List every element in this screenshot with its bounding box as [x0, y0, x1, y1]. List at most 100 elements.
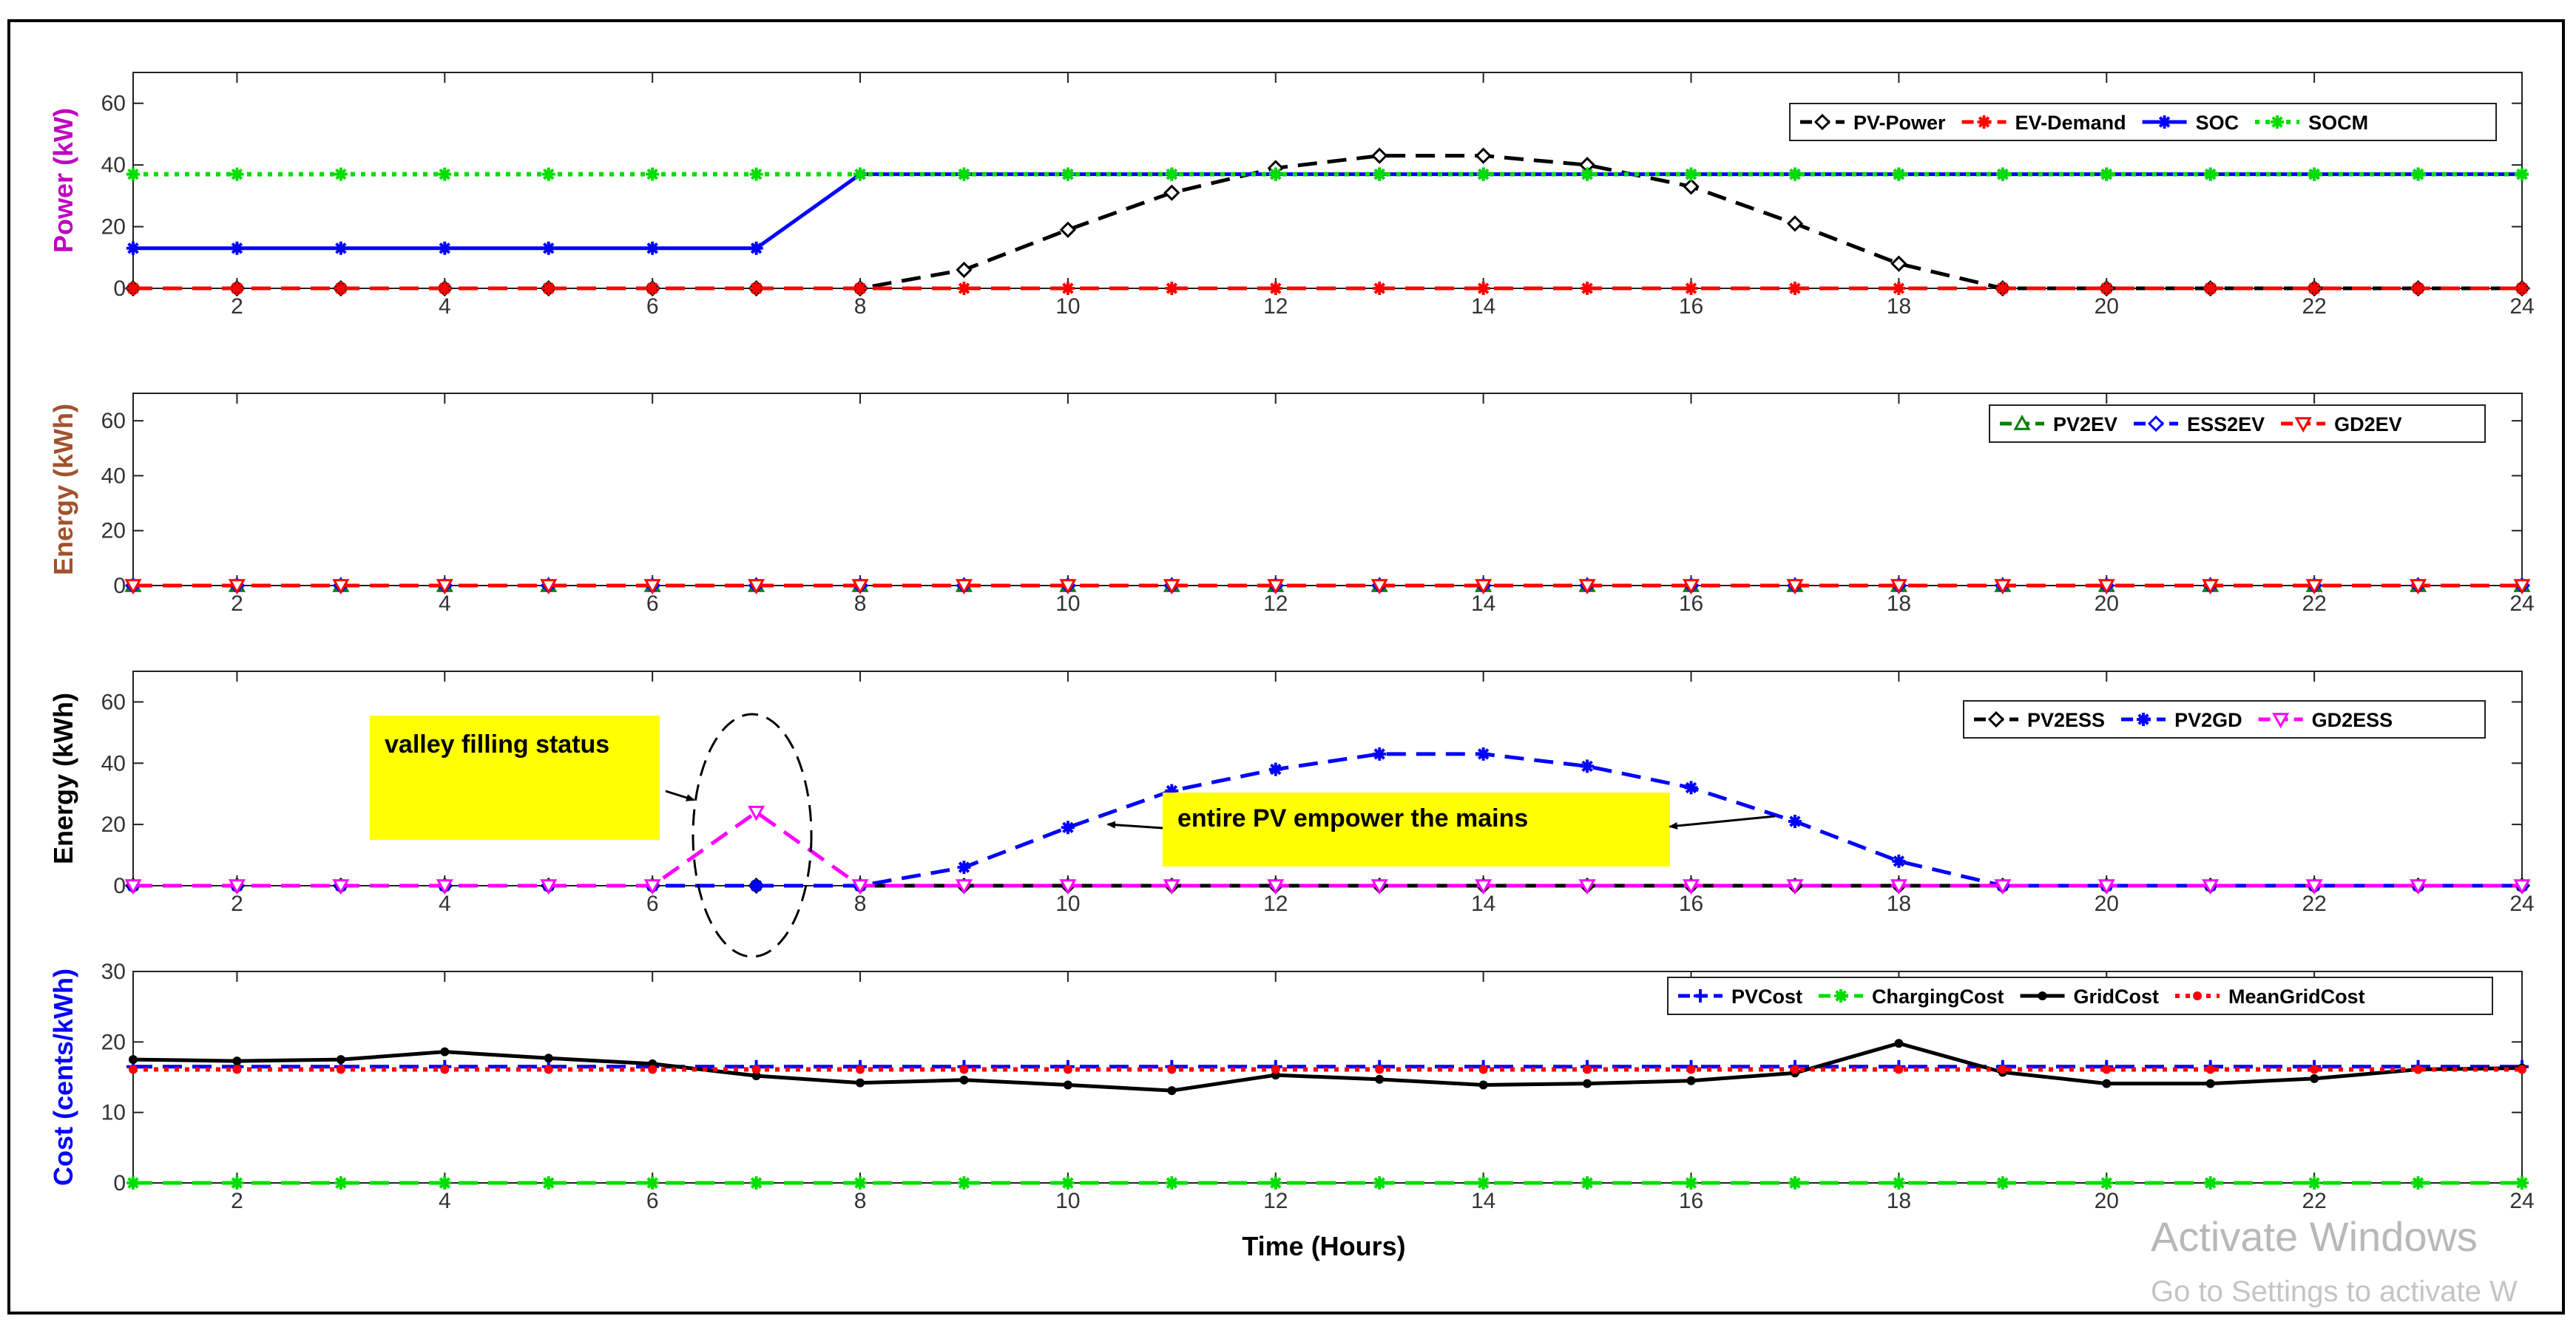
y-tick-label: 20: [101, 1030, 126, 1054]
data-point: [1476, 167, 1490, 181]
data-point: [1684, 1176, 1698, 1190]
y-axis-title: Cost (cents/kWh): [48, 969, 78, 1186]
data-point: [1478, 1065, 1488, 1074]
data-point: [957, 282, 971, 295]
legend-label: PV-Power: [1853, 112, 1946, 134]
y-tick-label: 0: [113, 1171, 126, 1195]
data-point: [438, 1176, 452, 1190]
x-tick-label: 20: [2095, 892, 2119, 916]
valley-annotation-text: valley filling status: [385, 730, 609, 759]
data-point: [1788, 282, 1802, 295]
data-point: [1373, 1176, 1387, 1190]
data-point: [1165, 784, 1179, 798]
data-point: [2308, 282, 2322, 295]
y-tick-label: 20: [101, 215, 126, 240]
data-point: [749, 1176, 763, 1190]
x-tick-label: 12: [1263, 591, 1288, 616]
legend-item: GD2EV: [2281, 413, 2402, 435]
data-point: [1063, 1065, 1072, 1074]
data-point: [1788, 167, 1802, 181]
data-point: [334, 282, 348, 295]
x-tick-label: 2: [231, 591, 243, 616]
data-point: [544, 1054, 553, 1063]
x-tick-label: 18: [1887, 1189, 1911, 1213]
x-tick-label: 20: [2095, 294, 2119, 319]
data-point: [232, 1065, 242, 1074]
legend-marker: [2193, 991, 2203, 1000]
legend-box: [1667, 977, 2493, 1015]
data-point: [2413, 1065, 2423, 1074]
data-point: [1892, 167, 1906, 181]
x-tick-label: 4: [439, 294, 451, 319]
data-point: [1581, 759, 1595, 773]
legend-marker: [2294, 417, 2312, 433]
data-point: [1578, 879, 1596, 895]
data-point: [2305, 879, 2323, 895]
legend-marker: [1977, 115, 1991, 129]
data-point: [749, 167, 763, 181]
x-tick-label: 4: [439, 1189, 451, 1213]
legend-marker: [2272, 713, 2290, 729]
data-point: [2305, 579, 2323, 595]
data-point: [2102, 1079, 2112, 1088]
legend-label: ESS2EV: [2187, 413, 2265, 435]
legend-marker: [1834, 989, 1848, 1003]
x-tick-label: 2: [231, 892, 243, 916]
x-tick-label: 22: [2302, 892, 2326, 916]
legend-item: PV2GD: [2121, 709, 2242, 731]
legend-label: SOC: [2196, 112, 2239, 134]
data-point: [2410, 879, 2427, 895]
data-point: [1476, 747, 1490, 761]
data-point: [1684, 781, 1698, 795]
legend-label: GridCost: [2074, 986, 2160, 1008]
data-point: [1684, 282, 1698, 295]
data-point: [440, 1047, 450, 1056]
series-line: [133, 810, 2522, 888]
data-point: [1475, 879, 1492, 895]
x-tick-label: 2: [231, 1189, 243, 1213]
data-point: [1583, 1079, 1592, 1088]
x-tick-label: 10: [1055, 294, 1080, 319]
legend-item: GridCost: [2020, 986, 2160, 1008]
y-axis-title: Power (kW): [48, 108, 78, 253]
legend-marker: [1987, 710, 2005, 728]
series-socm: [126, 167, 2529, 181]
data-point: [438, 282, 452, 295]
x-tick-label: 12: [1263, 294, 1288, 319]
y-tick-label: 40: [101, 751, 126, 776]
data-point: [2097, 579, 2115, 595]
data-point: [643, 579, 661, 595]
data-point: [230, 282, 244, 295]
data-point: [1163, 184, 1180, 201]
data-point: [1581, 282, 1595, 295]
data-point: [230, 167, 244, 181]
x-tick-label: 10: [1055, 1189, 1080, 1213]
pv-annotation-arrow-left: [1106, 821, 1163, 830]
legend-marker: [2271, 115, 2285, 129]
data-point: [2518, 1065, 2526, 1074]
legend-item: ChargingCost: [1819, 986, 2004, 1008]
x-tick-label: 6: [646, 1189, 659, 1213]
valley-highlight-ellipse: [692, 713, 813, 958]
x-tick-label: 4: [439, 892, 451, 916]
y-tick-label: 20: [101, 813, 126, 837]
data-point: [1061, 282, 1075, 295]
x-tick-label: 24: [2509, 1189, 2534, 1213]
legend-box: [1989, 404, 2486, 443]
data-point: [1786, 579, 1804, 595]
valley-annotation-box: [370, 716, 660, 840]
data-point: [129, 1065, 138, 1074]
data-point: [959, 1065, 969, 1074]
data-point: [129, 1055, 138, 1065]
data-point: [2100, 1176, 2114, 1190]
data-point: [957, 1176, 971, 1190]
series-gd2ess: [124, 805, 2531, 895]
x-tick-label: 6: [646, 294, 659, 319]
x-tick-label: 6: [646, 591, 659, 616]
data-point: [230, 1176, 244, 1190]
data-point: [1476, 1176, 1490, 1190]
data-point: [1267, 879, 1285, 895]
data-point: [124, 579, 142, 595]
